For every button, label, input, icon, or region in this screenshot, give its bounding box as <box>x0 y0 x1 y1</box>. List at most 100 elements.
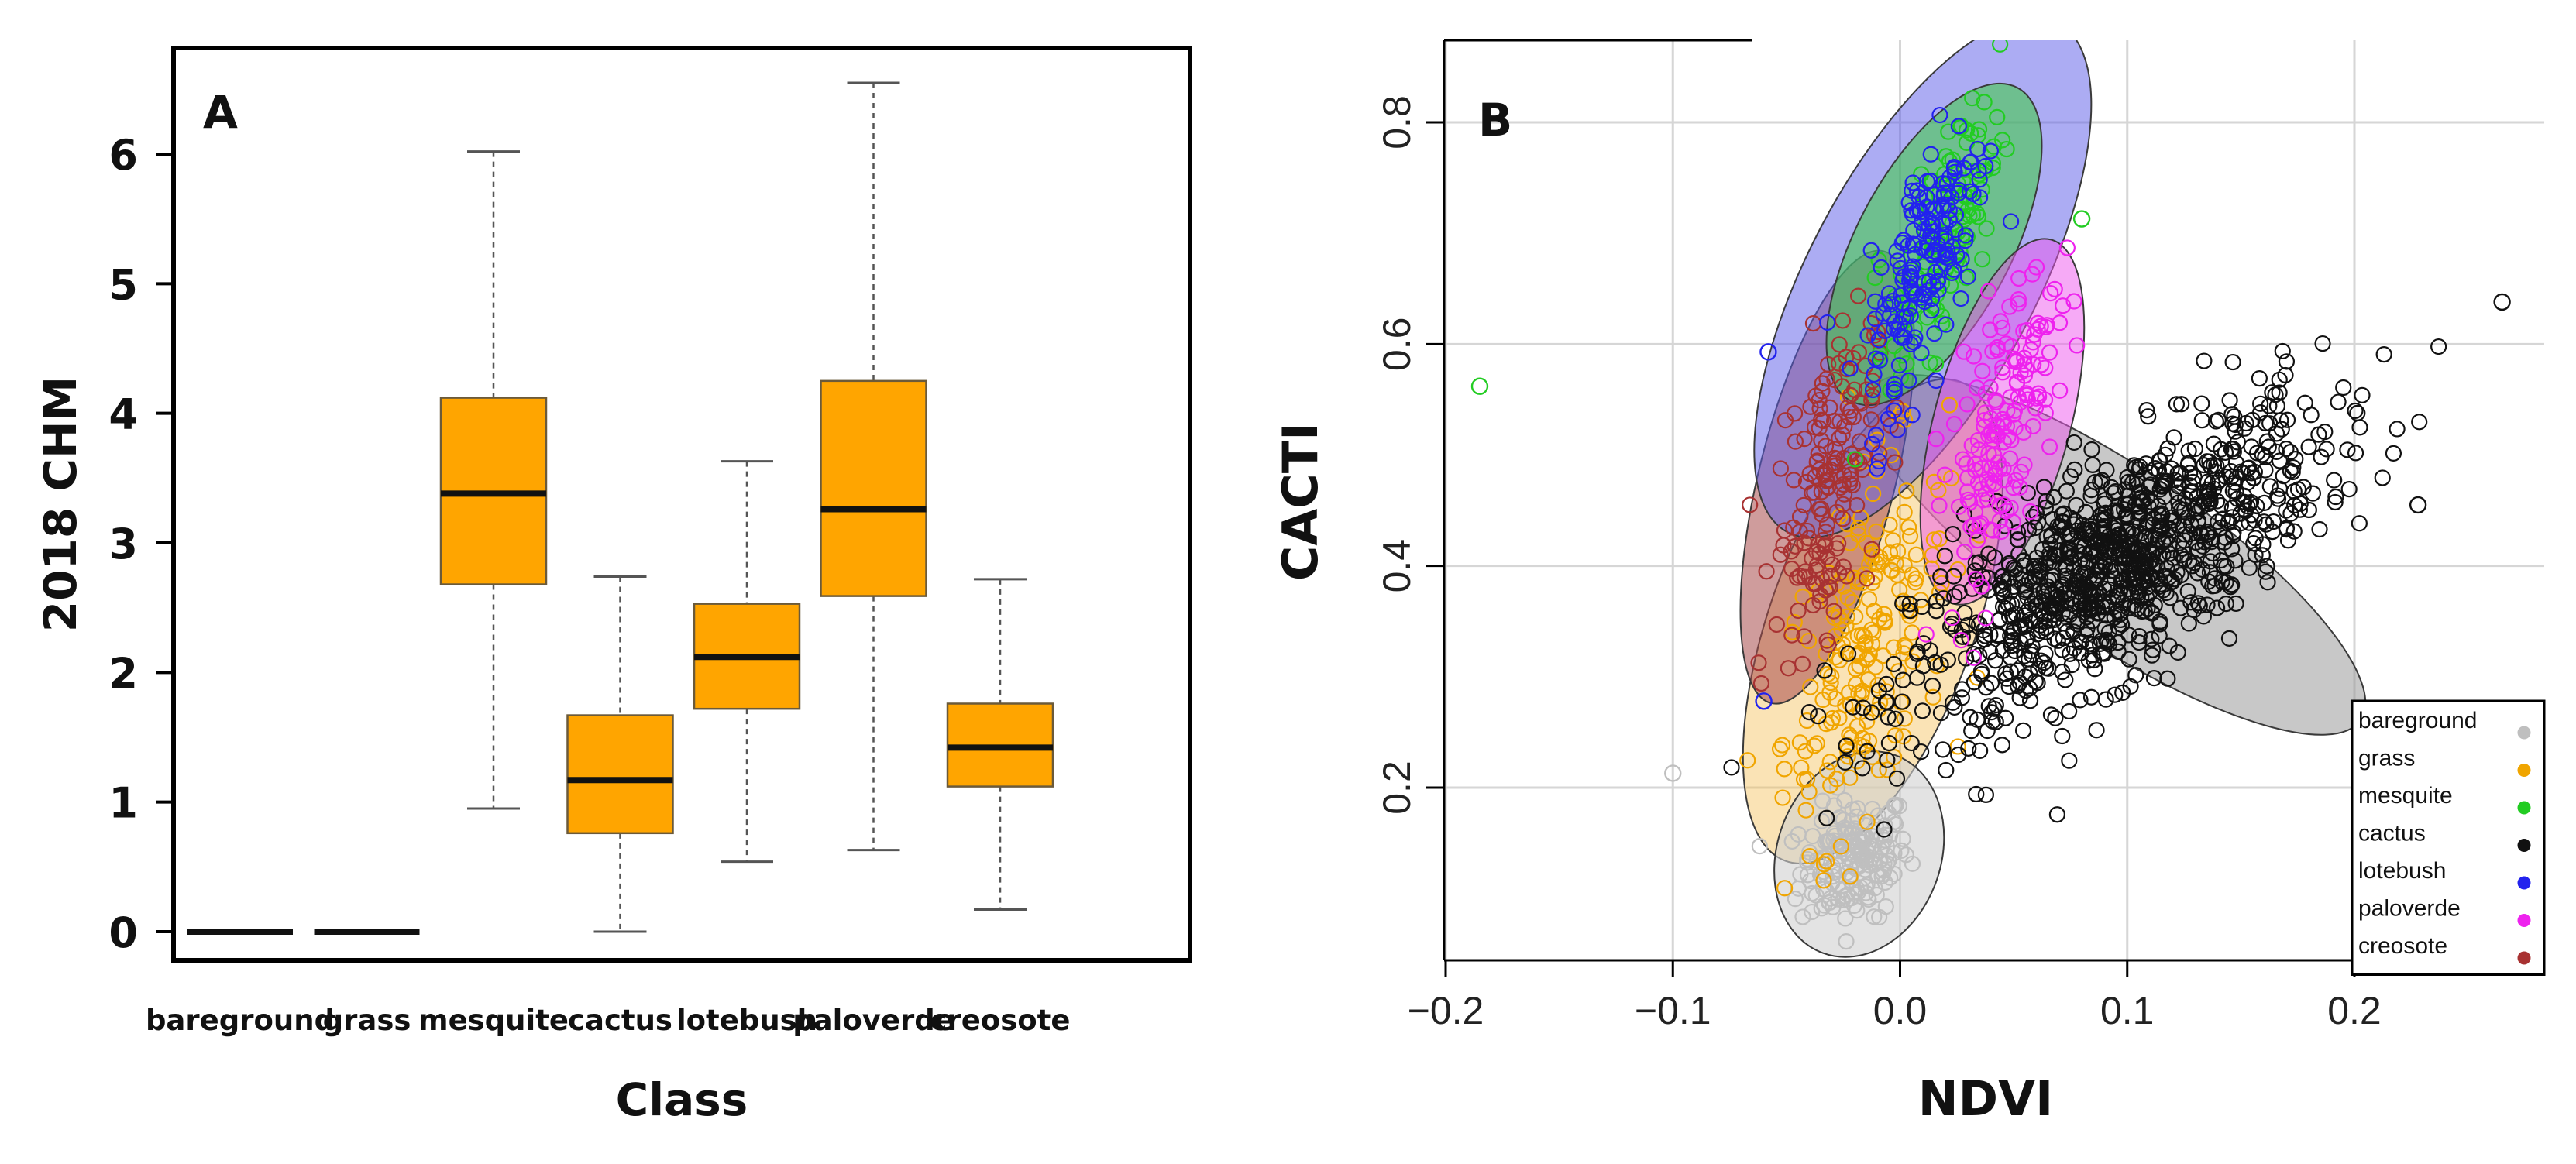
point-cactus <box>2265 513 2282 530</box>
point-cactus <box>2096 544 2113 561</box>
panel-b-y-axis: 0.2 0.4 0.6 0.8 <box>1375 95 1444 815</box>
point-cactus <box>1935 741 1952 758</box>
point-grass <box>1876 606 1893 623</box>
point-paloverde <box>1962 518 1979 535</box>
point-bareground <box>1866 908 1883 925</box>
point-cactus <box>2217 468 2234 486</box>
point-cactus <box>1945 694 1962 711</box>
point-cactus <box>1886 655 1903 673</box>
point-cactus <box>2227 595 2244 613</box>
point-cactus <box>2176 526 2193 543</box>
point-grass <box>1901 607 1918 624</box>
point-cactus <box>2119 521 2136 538</box>
point-cactus <box>1962 709 1979 726</box>
point-cactus <box>2340 481 2358 498</box>
point-cactus <box>2144 604 2161 621</box>
point-cactus <box>1982 644 1999 661</box>
point-lotebush <box>1890 357 1908 374</box>
point-creosote <box>1825 603 1842 620</box>
panel-a-y-tick-label: 5 <box>108 260 138 309</box>
point-cactus <box>1951 584 1968 601</box>
point-cactus <box>1909 643 1926 661</box>
point-cactus <box>2005 559 2022 576</box>
point-cactus <box>2326 472 2343 489</box>
point-creosote <box>1776 412 1794 429</box>
point-cactus <box>2232 505 2249 522</box>
point-creosote <box>1820 579 1837 596</box>
point-cactus <box>2261 478 2279 495</box>
point-cactus <box>2076 601 2094 618</box>
point-bareground <box>1893 842 1910 859</box>
point-paloverde <box>2033 356 2050 373</box>
panel-a-y-tick-label: 0 <box>108 908 138 957</box>
point-grass <box>1830 608 1847 626</box>
point-cactus <box>2375 346 2392 363</box>
point-cactus <box>2054 605 2071 622</box>
point-lotebush <box>1894 272 1911 289</box>
point-cactus <box>2127 667 2144 684</box>
point-lotebush <box>1891 315 1908 332</box>
point-bareground <box>1751 838 1768 855</box>
point-creosote <box>1742 496 1759 513</box>
x-tick-label-paloverde: paloverde <box>793 1004 954 1037</box>
point-lotebush <box>1905 221 1922 239</box>
point-lotebush <box>1922 146 1939 163</box>
point-grass <box>1853 627 1870 644</box>
point-cactus <box>2027 519 2044 537</box>
point-cactus <box>2285 458 2302 476</box>
point-cactus <box>2040 582 2057 599</box>
point-mesquite <box>1958 122 1976 139</box>
point-cactus <box>2138 401 2155 419</box>
point-cactus <box>2277 366 2294 384</box>
point-paloverde <box>2042 285 2059 302</box>
point-bareground <box>1859 850 1876 867</box>
point-creosote <box>1811 420 1828 437</box>
point-cactus <box>2257 414 2274 432</box>
point-paloverde <box>1985 447 2003 464</box>
point-paloverde <box>2038 318 2055 335</box>
legend-swatch-lotebush <box>2517 876 2531 890</box>
point-cactus <box>2203 534 2220 551</box>
point-cactus <box>2057 671 2074 688</box>
point-cactus <box>2145 510 2162 527</box>
point-cactus <box>2247 530 2264 547</box>
point-mesquite <box>1992 40 2009 53</box>
point-mesquite <box>1944 151 1961 168</box>
point-cactus <box>2196 352 2213 369</box>
point-lotebush <box>1925 242 1942 259</box>
point-cactus <box>2134 548 2151 565</box>
point-cactus <box>2269 490 2287 507</box>
panel-b-points <box>1470 40 2511 950</box>
point-cactus <box>1986 549 2003 566</box>
point-cactus <box>2009 524 2027 541</box>
point-cactus <box>2084 523 2101 540</box>
point-cactus <box>2032 561 2049 579</box>
point-cactus <box>2233 514 2250 532</box>
outlier-point-mesquite <box>2072 210 2091 228</box>
point-lotebush <box>1867 427 1885 444</box>
point-grass <box>1819 665 1836 682</box>
point-grass <box>1839 589 1856 606</box>
point-cactus <box>2223 406 2241 423</box>
point-grass <box>1874 647 1892 664</box>
point-cactus <box>2127 496 2144 513</box>
point-cactus <box>1983 675 2000 692</box>
point-cactus <box>2389 421 2406 438</box>
point-mesquite <box>1998 140 2015 158</box>
point-paloverde <box>1984 522 2001 539</box>
point-grass <box>1881 516 1898 534</box>
point-cactus <box>2112 611 2129 629</box>
point-paloverde <box>1994 359 2011 376</box>
point-cactus <box>2202 553 2219 570</box>
point-bareground <box>1886 797 1903 814</box>
box-mesquite <box>439 150 548 810</box>
point-cactus <box>2054 641 2071 658</box>
point-grass <box>1904 566 1921 583</box>
point-grass <box>1815 872 1832 889</box>
point-bareground <box>1799 867 1817 884</box>
point-lotebush <box>1931 106 1948 124</box>
point-cactus <box>1818 809 1835 826</box>
point-cactus <box>2430 338 2447 355</box>
point-paloverde <box>1956 543 1973 561</box>
point-paloverde <box>1944 609 1961 627</box>
